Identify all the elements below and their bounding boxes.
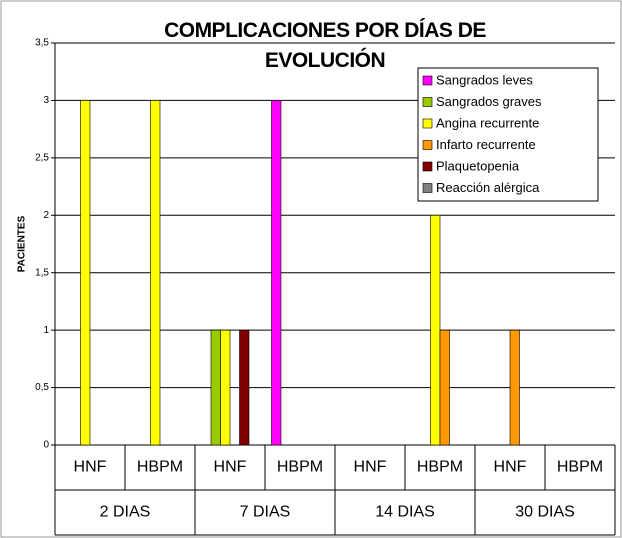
legend-swatch <box>422 75 433 86</box>
legend-swatch <box>422 97 433 107</box>
y-tick-label: 2,5 <box>35 152 49 163</box>
y-tick-label: 1 <box>43 325 49 336</box>
x-tick-label: HBPM <box>137 459 183 476</box>
x-tick-label: HBPM <box>417 459 463 476</box>
bar <box>80 100 91 446</box>
y-tick-label: 0 <box>43 440 49 451</box>
legend-swatch <box>422 140 433 150</box>
bar <box>509 329 520 446</box>
bar <box>210 329 221 446</box>
x-tick-label: HNF <box>354 459 387 476</box>
x-tick-label: HNF <box>494 459 527 476</box>
legend-label: Plaquetopenia <box>436 158 520 173</box>
legend-label: Angina recurrente <box>436 115 539 130</box>
bar <box>220 329 231 446</box>
legend-swatch <box>422 183 433 193</box>
x-tick-label: HNF <box>74 459 107 476</box>
y-axis-label: PACIENTES <box>17 215 28 272</box>
group-label: 7 DIAS <box>240 504 291 521</box>
bar <box>150 100 161 446</box>
group-label: 2 DIAS <box>100 504 151 521</box>
x-tick-label: HNF <box>214 459 247 476</box>
legend-label: Infarto recurrente <box>436 137 536 152</box>
y-tick-label: 1,5 <box>35 267 49 278</box>
legend-box <box>417 67 599 202</box>
bar <box>439 329 450 446</box>
bar <box>239 329 250 446</box>
x-tick-label: HBPM <box>277 459 323 476</box>
legend-label: Sangrados graves <box>436 94 542 109</box>
x-tick-label: HBPM <box>557 459 603 476</box>
y-tick-label: 3,5 <box>35 38 49 49</box>
y-tick-label: 2 <box>43 210 49 221</box>
bar <box>271 100 282 446</box>
bar <box>430 214 441 446</box>
legend-swatch <box>422 118 433 129</box>
group-label: 30 DIAS <box>515 504 575 521</box>
chart-title: COMPLICACIONES POR DÍAS DE EVOLUCIÓN <box>164 19 486 72</box>
group-label: 14 DIAS <box>375 504 435 521</box>
legend-label: Sangrados leves <box>436 72 533 87</box>
legend-label: Reacción alérgica <box>436 180 540 195</box>
y-tick-label: 0,5 <box>35 382 49 393</box>
legend-swatch <box>422 161 433 172</box>
y-tick-label: 3 <box>43 95 49 106</box>
